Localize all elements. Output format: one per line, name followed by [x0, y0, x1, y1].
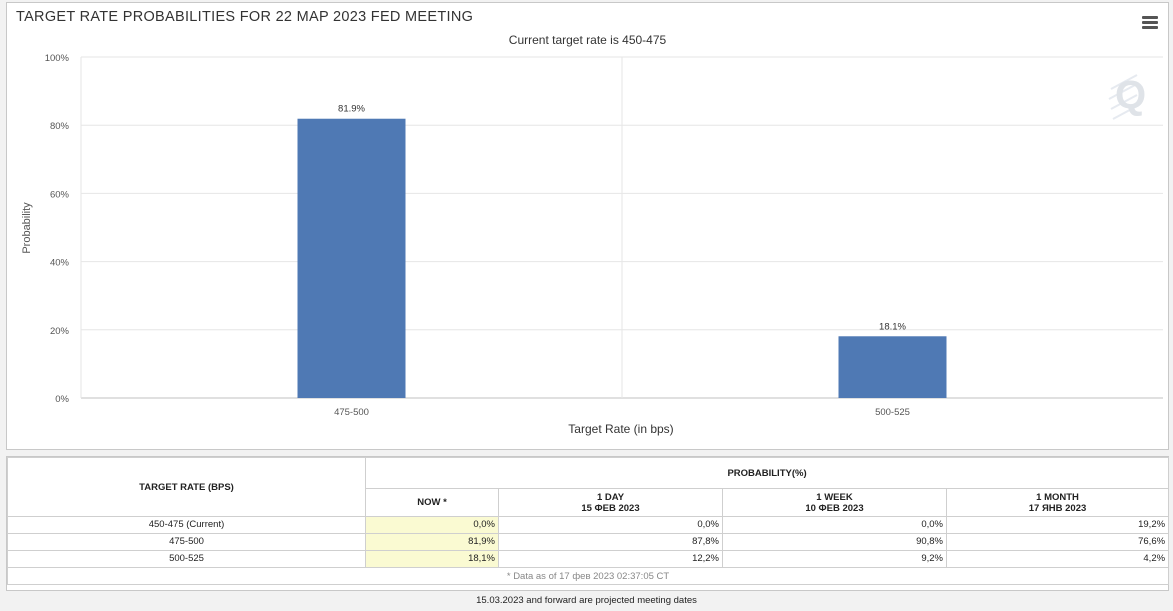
bar-475-500[interactable] — [297, 118, 406, 398]
y-tick-label: 0% — [55, 394, 69, 405]
y-tick-label: 60% — [50, 189, 70, 200]
now-probability-cell: 18,1% — [365, 550, 499, 568]
column-header-0: NOW * — [365, 488, 499, 517]
probability-group-header: PROBABILITY(%) — [364, 456, 1170, 490]
bar-500-525[interactable] — [838, 336, 947, 398]
probability-cell: 76,6% — [945, 533, 1170, 551]
rate-cell: 475-500 — [7, 533, 366, 551]
table-body: 450-475 (Current) 0,0% 0,0% 0,0% 19,2% 475-50… — [7, 516, 1170, 568]
probability-cell: 12,2% — [498, 550, 723, 568]
y-tick-label: 80% — [50, 121, 70, 132]
bar-data-label: 81.9% — [338, 104, 365, 115]
y-tick-label: 100% — [45, 53, 70, 64]
rate-cell: 450-475 (Current) — [7, 516, 366, 534]
bars-layer — [297, 118, 947, 398]
labels-layer: 0% 20% 40% 60% 80% 100% 81.9% 475-500 18.1% 500-5… — [45, 53, 910, 418]
probability-cell: 9,2% — [722, 550, 947, 568]
bar-data-label: 18.1% — [879, 321, 906, 332]
chart-subtitle: Current target rate is 450-475 — [508, 33, 667, 47]
column-header-2: 1 WEEK 10 ФЕВ 2023 — [722, 488, 947, 517]
rate-column-header: TARGET RATE (BPS) — [7, 457, 366, 517]
column-header-date: 15 ФЕВ 2023 — [581, 502, 640, 514]
probability-cell: 19,2% — [945, 516, 1170, 534]
chart-title: TARGET RATE PROBABILITIES FOR 22 MAP 202… — [16, 9, 474, 25]
y-tick-label: 20% — [50, 326, 70, 337]
rate-cell: 500-525 — [7, 550, 366, 568]
probability-cell: 90,8% — [722, 533, 947, 551]
now-probability-cell: 81,9% — [365, 533, 499, 551]
watermark-lines-icon — [1108, 74, 1140, 120]
column-header-label: 1 MONTH — [1036, 491, 1079, 503]
y-axis-title: Probability — [21, 202, 33, 254]
table-row: 500-525 18,1% 12,2% 9,2% 4,2% — [7, 550, 1170, 568]
column-header-date: 10 ФЕВ 2023 — [805, 502, 864, 514]
probability-table-panel: TARGET RATE (BPS) PROBABILITY(%) NOW * 1 … — [6, 456, 1170, 591]
column-header-3: 1 MONTH 17 ЯНВ 2023 — [945, 488, 1170, 517]
probability-cell: 4,2% — [945, 550, 1170, 568]
column-header-label: 1 WEEK — [816, 491, 853, 503]
grid-layer — [80, 56, 1163, 399]
column-header-label: 1 DAY — [596, 491, 625, 503]
probability-cell: 87,8% — [498, 533, 723, 551]
column-header-1: 1 DAY 15 ФЕВ 2023 — [498, 488, 723, 517]
projected-dates-note: 15.03.2023 and forward are projected mee… — [476, 595, 697, 606]
hamburger-menu-icon[interactable] — [1142, 16, 1158, 29]
probability-cell: 0,0% — [722, 516, 947, 534]
chart-panel: TARGET RATE PROBABILITIES FOR 22 MAP 202… — [6, 2, 1169, 450]
now-probability-cell: 0,0% — [365, 516, 499, 534]
table-row: 475-500 81,9% 87,8% 90,8% 76,6% — [7, 533, 1170, 551]
x-axis-title: Target Rate (in bps) — [568, 422, 673, 436]
table-row: 450-475 (Current) 0,0% 0,0% 0,0% 19,2% — [7, 516, 1170, 534]
y-tick-label: 40% — [50, 258, 70, 269]
data-footnote: * Data as of 17 фев 2023 02:37:05 CT — [506, 570, 670, 582]
bar-chart: 0% 20% 40% 60% 80% 100% 81.9% 475-500 18.1% 500-5… — [21, 53, 1163, 436]
probability-table: TARGET RATE (BPS) PROBABILITY(%) NOW * 1 … — [6, 456, 1170, 585]
x-tick-label: 500-525 — [875, 407, 910, 418]
column-header-date: 17 ЯНВ 2023 — [1028, 502, 1087, 514]
x-tick-label: 475-500 — [334, 407, 369, 418]
probability-cell: 0,0% — [498, 516, 723, 534]
column-header-label: NOW * — [417, 497, 447, 509]
watermark-logo: Q — [1115, 73, 1147, 117]
